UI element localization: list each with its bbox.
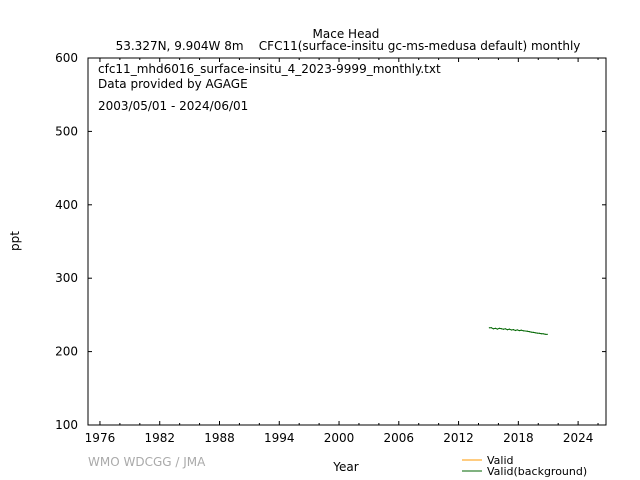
y-axis-label: ppt <box>8 231 22 251</box>
data-point <box>546 333 548 335</box>
x-tick-label: 2024 <box>563 431 594 445</box>
data-point <box>538 332 540 334</box>
data-point <box>498 327 500 329</box>
data-point <box>542 333 544 335</box>
data-point <box>540 333 542 335</box>
x-tick-label: 2000 <box>324 431 355 445</box>
series-line-1 <box>489 327 548 335</box>
x-tick-label: 2012 <box>443 431 474 445</box>
data-point <box>522 330 524 332</box>
data-point <box>502 328 504 330</box>
data-point <box>506 329 508 331</box>
data-point <box>496 328 498 330</box>
data-point <box>488 327 490 329</box>
y-tick-label: 300 <box>55 271 78 285</box>
data-point <box>520 329 522 331</box>
x-tick-label: 2006 <box>384 431 415 445</box>
x-axis: 1976 1982 1988 1994 2000 2006 2012 2018 2024 <box>85 58 599 445</box>
data-point <box>536 332 538 334</box>
data-point <box>494 327 496 329</box>
data-point <box>490 327 492 329</box>
data-point <box>518 330 520 332</box>
x-tick-label: 1988 <box>204 431 235 445</box>
plot-area <box>87 57 607 426</box>
x-axis-label: Year <box>332 460 358 474</box>
data-point <box>500 328 502 330</box>
y-tick-label: 200 <box>55 345 78 359</box>
data-point <box>534 332 536 334</box>
y-tick-label: 500 <box>55 124 78 138</box>
chart-subtitle: 53.327N, 9.904W 8m CFC11(surface-insitu … <box>116 39 581 53</box>
annotation-period: 2003/05/01 - 2024/06/01 <box>98 99 248 113</box>
legend-label-valid-background: Valid(background) <box>487 465 587 478</box>
annotation-provider: Data provided by AGAGE <box>98 77 248 91</box>
chart-title: Mace Head <box>313 27 380 41</box>
y-tick-label: 100 <box>55 418 78 432</box>
data-point <box>504 328 506 330</box>
data-point <box>514 329 517 332</box>
data-point <box>516 329 518 331</box>
x-tick-label: 1982 <box>144 431 175 445</box>
y-tick-label: 600 <box>55 51 78 65</box>
data-point <box>544 333 546 335</box>
legend: Valid Valid(background) <box>462 454 587 478</box>
data-point <box>512 329 515 331</box>
legend-label-valid: Valid <box>487 454 514 467</box>
data-point <box>492 328 494 330</box>
data-point <box>528 331 530 333</box>
data-point <box>510 329 512 331</box>
series-layer <box>488 327 548 335</box>
y-axis: 100 200 300 400 500 600 <box>55 51 606 432</box>
data-point <box>532 331 534 333</box>
data-point <box>526 330 528 332</box>
data-point <box>508 328 510 330</box>
data-point <box>530 331 532 333</box>
credit-text: WMO WDCGG / JMA <box>88 455 206 469</box>
annotation-filename: cfc11_mhd6016_surface-insitu_4_2023-9999… <box>98 62 441 76</box>
x-tick-label: 1976 <box>85 431 116 445</box>
x-tick-label: 1994 <box>264 431 295 445</box>
y-tick-label: 400 <box>55 198 78 212</box>
x-tick-label: 2018 <box>503 431 534 445</box>
